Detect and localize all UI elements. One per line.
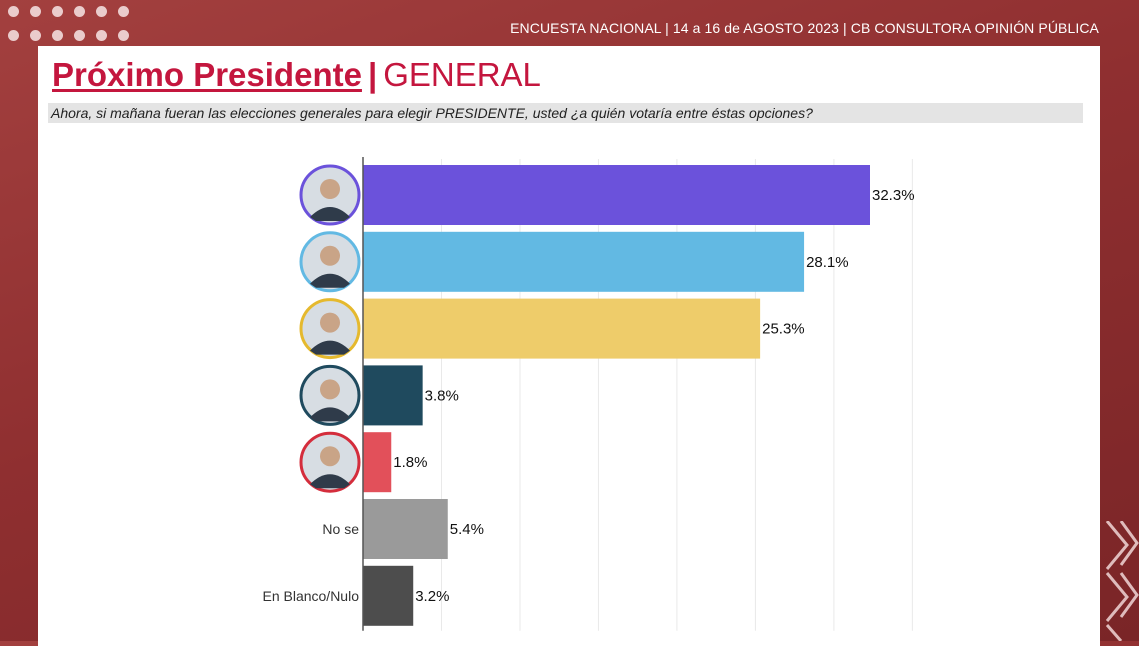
- survey-question: Ahora, si mañana fueran las elecciones g…: [48, 103, 1083, 123]
- category-label: En Blanco/Nulo: [262, 588, 359, 604]
- chevron-decoration: [1105, 521, 1139, 641]
- decor-dot: [8, 30, 19, 41]
- candidate-photo-icon: [299, 231, 361, 293]
- candidate-photo-icon: [299, 364, 361, 426]
- bar: [363, 499, 448, 559]
- data-label: 3.2%: [415, 588, 449, 605]
- data-label: 5.4%: [450, 521, 484, 538]
- page-title: Próximo Presidente | GENERAL: [52, 56, 541, 94]
- category-label: No se: [322, 521, 359, 537]
- bar: [363, 365, 423, 426]
- decor-dot: [74, 30, 85, 41]
- decor-dot: [96, 30, 107, 41]
- bar-chart: 32.3% 28.1% 25.3% 3.8% 1.8% 5.4% No se 3.2% En B…: [262, 157, 915, 631]
- decor-dot: [74, 6, 85, 17]
- bar: [363, 298, 761, 359]
- decor-dot: [30, 30, 41, 41]
- candidate-photo-icon: [299, 431, 361, 493]
- title-separator: |: [367, 56, 378, 93]
- candidate-photo-icon: [299, 298, 361, 360]
- decor-dot: [30, 6, 41, 17]
- survey-header: ENCUESTA NACIONAL | 14 a 16 de AGOSTO 20…: [510, 20, 1099, 36]
- decor-dot: [52, 6, 63, 17]
- data-label: 25.3%: [762, 321, 805, 338]
- data-label: 28.1%: [806, 254, 849, 271]
- decor-dot: [8, 6, 19, 17]
- title-main: Próximo Presidente: [52, 56, 362, 93]
- chart-card: Próximo Presidente | GENERAL Ahora, si mañ…: [38, 46, 1100, 646]
- bar: [363, 165, 870, 225]
- decor-dot: [118, 6, 129, 17]
- data-label: 1.8%: [393, 454, 427, 471]
- decor-dot: [52, 30, 63, 41]
- bar: [363, 432, 392, 493]
- data-label: 32.3%: [872, 187, 915, 204]
- decor-dot: [96, 6, 107, 17]
- title-sub: GENERAL: [383, 56, 541, 93]
- bar: [363, 565, 414, 626]
- decor-dot: [118, 30, 129, 41]
- candidate-photo-icon: [299, 164, 361, 226]
- bar: [363, 231, 805, 292]
- data-label: 3.8%: [425, 387, 459, 404]
